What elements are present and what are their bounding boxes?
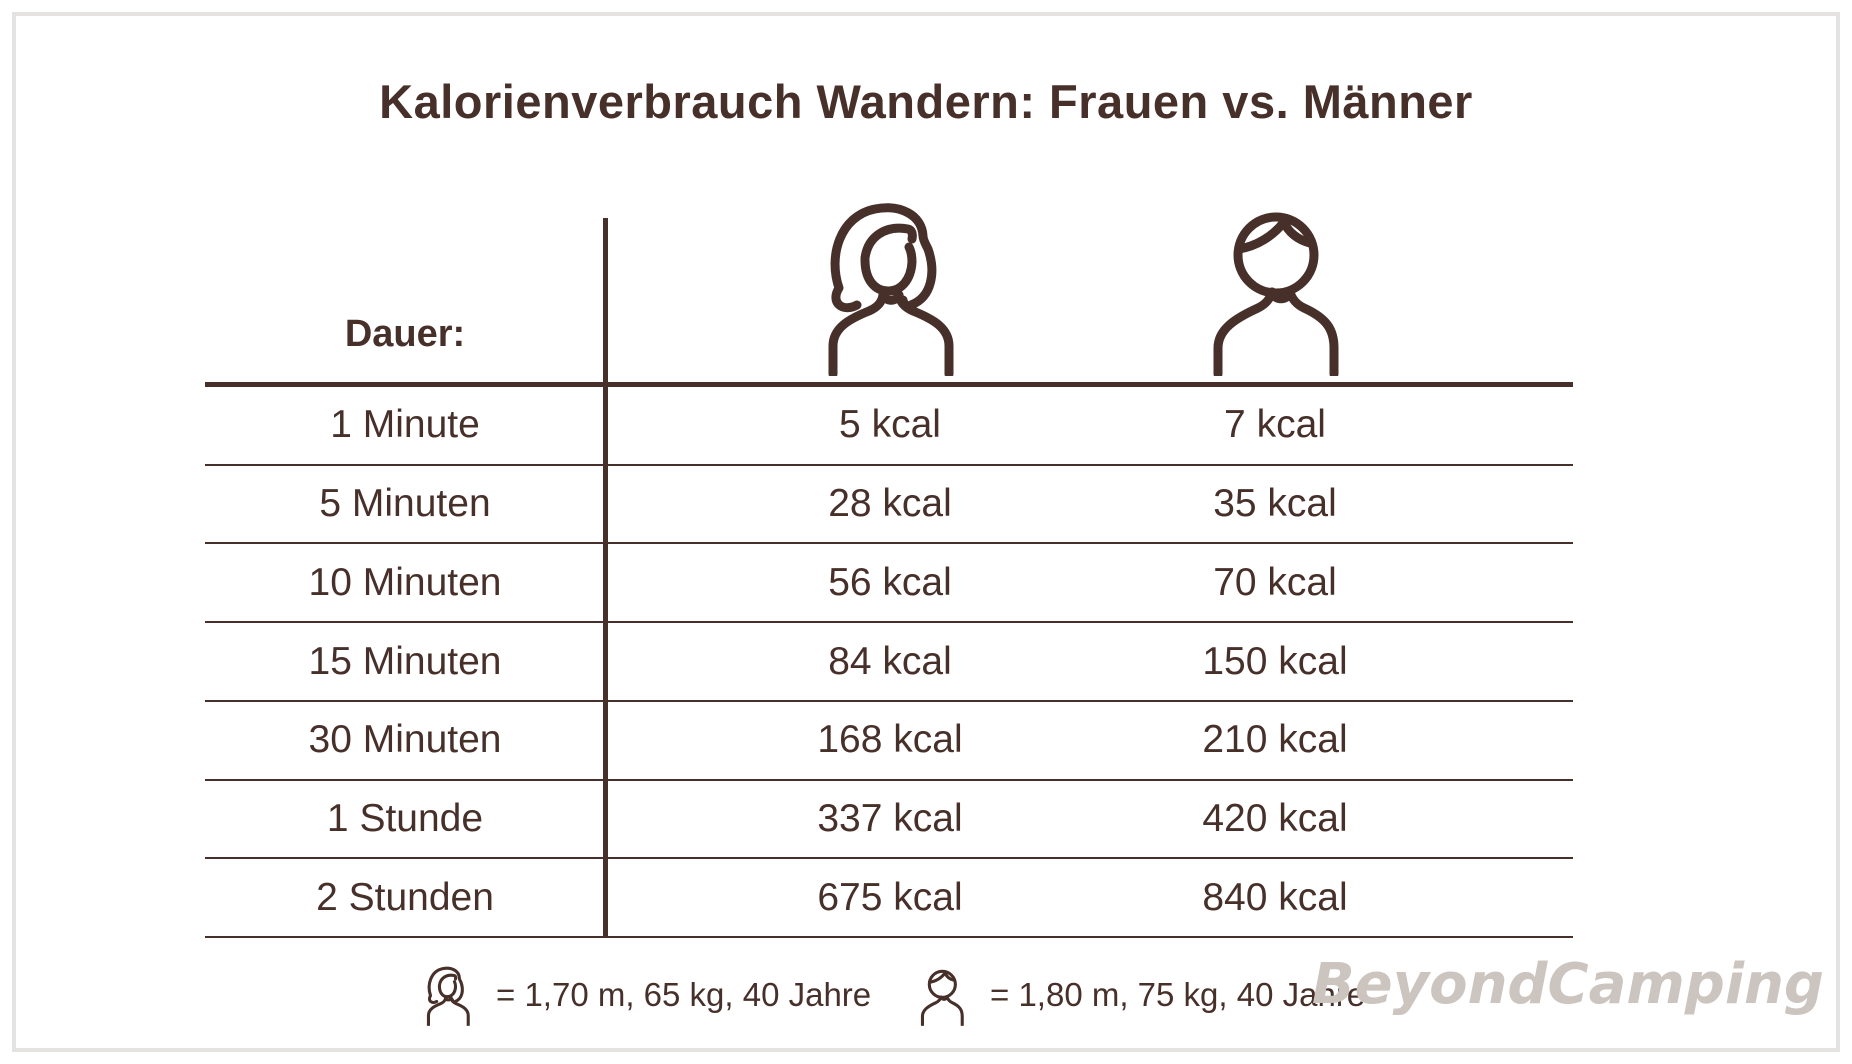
women-kcal-cell: 84 kcal bbox=[828, 639, 952, 683]
page-title: Kalorienverbrauch Wandern: Frauen vs. Mä… bbox=[379, 75, 1473, 128]
duration-cell: 1 Minute bbox=[330, 403, 480, 447]
duration-cell: 15 Minuten bbox=[308, 639, 502, 683]
men-kcal-cell: 70 kcal bbox=[1213, 560, 1337, 604]
duration-cell: 10 Minuten bbox=[308, 560, 502, 604]
duration-cell: 5 Minuten bbox=[319, 482, 491, 526]
women-kcal-cell: 337 kcal bbox=[817, 796, 963, 840]
women-kcal-cell: 56 kcal bbox=[828, 560, 952, 604]
man-legend-icon bbox=[918, 964, 966, 1026]
table-body: 1 Minute 5 kcal 7 kcal 5 Minuten 28 kcal 35 k… bbox=[205, 387, 1573, 939]
man-icon bbox=[1205, 196, 1345, 376]
watermark-logo: BeyondCamping bbox=[1311, 952, 1824, 1017]
table-row: 10 Minuten 56 kcal 70 kcal bbox=[205, 544, 1573, 624]
men-kcal-cell: 420 kcal bbox=[1202, 796, 1348, 840]
duration-cell: 1 Stunde bbox=[326, 796, 484, 840]
women-column-header bbox=[605, 190, 1175, 382]
man-legend-label: = 1,80 m, 75 kg, 40 Jahre bbox=[990, 976, 1366, 1013]
women-kcal-cell: 5 kcal bbox=[839, 403, 941, 447]
woman-legend-icon bbox=[424, 964, 472, 1026]
duration-cell: 30 Minuten bbox=[308, 718, 502, 762]
table-header: Dauer: bbox=[205, 190, 1573, 387]
women-kcal-cell: 675 kcal bbox=[817, 875, 963, 919]
men-kcal-cell: 210 kcal bbox=[1202, 718, 1348, 762]
table-row: 1 Minute 5 kcal 7 kcal bbox=[205, 387, 1573, 466]
table-row: 30 Minuten 168 kcal 210 kcal bbox=[205, 702, 1573, 781]
women-kcal-cell: 28 kcal bbox=[828, 482, 952, 526]
men-kcal-cell: 840 kcal bbox=[1202, 875, 1348, 919]
table-row: 1 Stunde 337 kcal 420 kcal bbox=[205, 781, 1573, 860]
table-row: 15 Minuten 84 kcal 150 kcal bbox=[205, 623, 1573, 702]
header-spacer bbox=[1375, 190, 1573, 382]
men-column-header bbox=[1175, 190, 1375, 382]
table-row: 5 Minuten 28 kcal 35 kcal bbox=[205, 466, 1573, 545]
duration-column-header: Dauer: bbox=[344, 313, 466, 355]
calories-table: Dauer: 1 Minute 5 kcal 7 kcal 5 Minuten 28 k… bbox=[205, 190, 1573, 939]
men-kcal-cell: 7 kcal bbox=[1224, 403, 1326, 447]
woman-legend-label: = 1,70 m, 65 kg, 40 Jahre bbox=[496, 976, 872, 1013]
men-kcal-cell: 150 kcal bbox=[1202, 639, 1348, 683]
table-row: 2 Stunden 675 kcal 840 kcal bbox=[205, 859, 1573, 939]
legend-item-woman: = 1,70 m, 65 kg, 40 Jahre bbox=[424, 964, 871, 1026]
legend-item-man: = 1,80 m, 75 kg, 40 Jahre bbox=[918, 964, 1365, 1026]
woman-icon bbox=[817, 196, 963, 376]
duration-cell: 2 Stunden bbox=[316, 875, 494, 919]
column-divider-line bbox=[603, 218, 608, 938]
men-kcal-cell: 35 kcal bbox=[1213, 482, 1337, 526]
women-kcal-cell: 168 kcal bbox=[817, 718, 963, 762]
